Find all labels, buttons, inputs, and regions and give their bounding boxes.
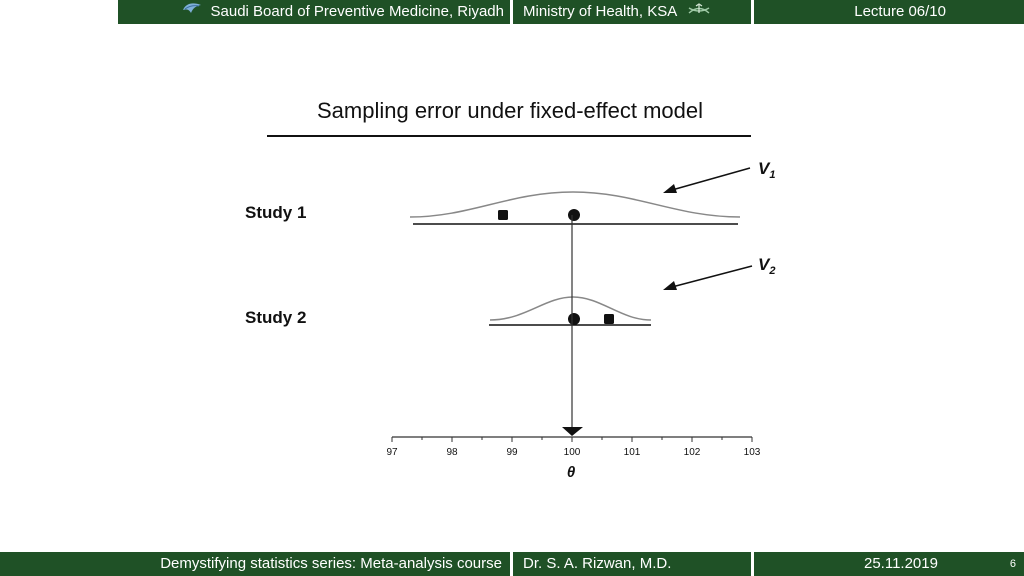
footer-course: Demystifying statistics series: Meta-ana… — [0, 552, 510, 576]
footer-date-page: 25.11.2019 6 — [754, 552, 1024, 576]
study1-true-effect-marker — [568, 209, 580, 221]
footer-bar: Demystifying statistics series: Meta-ana… — [0, 552, 1024, 576]
board-logo-icon — [181, 0, 203, 24]
axis-tick-label-103: 103 — [744, 447, 761, 458]
theta-axis-ticks: 97 98 99 100 101 102 103 — [386, 437, 761, 458]
study2-label: Study 2 — [245, 308, 306, 327]
study1-distribution-curve — [409, 191, 741, 218]
palm-swords-emblem-icon — [687, 0, 711, 24]
study2-true-effect-marker — [568, 313, 580, 325]
v1-arrow — [671, 167, 751, 191]
figure-title: Sampling error under fixed-effect model — [317, 98, 703, 123]
v2-arrow — [671, 265, 753, 288]
true-effect-arrowhead — [562, 427, 583, 436]
header-bar: Saudi Board of Preventive Medicine, Riya… — [0, 0, 1024, 24]
study2-distribution-curve — [489, 296, 652, 321]
v2-arrowhead — [663, 281, 677, 290]
footer-author: Dr. S. A. Rizwan, M.D. — [513, 552, 751, 576]
header-institution: Saudi Board of Preventive Medicine, Riya… — [118, 0, 510, 24]
v1-label: V1 — [758, 159, 775, 181]
footer-date: 25.11.2019 — [864, 555, 938, 572]
v2-label: V2 — [758, 255, 775, 277]
axis-tick-label-99: 99 — [506, 447, 518, 458]
header-lecture: Lecture 06/10 — [754, 0, 1024, 24]
axis-tick-label-98: 98 — [446, 447, 458, 458]
slide-number: 6 — [1009, 558, 1016, 570]
study2-observed-marker — [604, 314, 614, 324]
axis-tick-label-102: 102 — [684, 447, 701, 458]
study1-label: Study 1 — [245, 203, 306, 222]
header-ministry-text: Ministry of Health, KSA — [523, 3, 677, 20]
axis-tick-label-97: 97 — [386, 447, 398, 458]
v1-arrowhead — [663, 184, 677, 193]
theta-axis-label: θ — [567, 464, 576, 481]
header-institution-text: Saudi Board of Preventive Medicine, Riya… — [210, 3, 505, 20]
axis-tick-label-100: 100 — [564, 447, 581, 458]
header-ministry: Ministry of Health, KSA — [513, 0, 751, 24]
study1-observed-marker — [498, 210, 508, 220]
axis-tick-label-101: 101 — [624, 447, 641, 458]
